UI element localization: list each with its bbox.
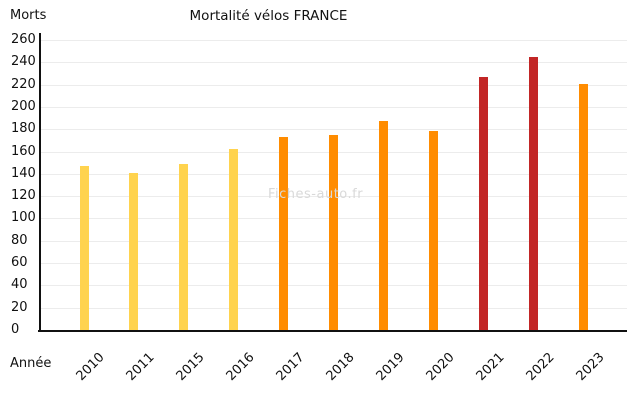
watermark: Fiches-auto.fr	[268, 187, 364, 202]
bar-2017	[279, 137, 289, 330]
x-axis-line	[38, 330, 627, 332]
ytick-label-240: 240	[11, 54, 36, 70]
gridline-260	[40, 40, 627, 41]
ytick-label-60: 60	[11, 255, 28, 271]
xtick-label-2018: 2018	[323, 350, 358, 385]
ytick-label-120: 120	[11, 188, 36, 204]
gridline-240	[40, 62, 627, 64]
xtick-label-2011: 2011	[123, 350, 158, 385]
gridline-180	[40, 129, 627, 131]
ytick-label-140: 140	[11, 165, 36, 181]
bar-2022	[529, 56, 539, 330]
bar-2011	[129, 172, 139, 330]
ytick-label-0: 0	[11, 322, 20, 337]
bar-2018	[329, 134, 339, 330]
ytick-label-260: 260	[11, 32, 36, 47]
ytick-label-80: 80	[11, 232, 28, 248]
ytick-label-40: 40	[11, 277, 28, 293]
ytick-label-100: 100	[11, 210, 36, 226]
x-axis-title: Année	[10, 356, 52, 371]
ytick-label-180: 180	[11, 121, 36, 137]
xtick-label-2021: 2021	[473, 350, 508, 385]
xtick-label-2010: 2010	[73, 350, 108, 385]
ytick-label-20: 20	[11, 299, 28, 315]
bar-2020	[429, 131, 439, 330]
ytick-label-200: 200	[11, 98, 36, 114]
xtick-label-2016: 2016	[223, 350, 258, 385]
xtick-label-2023: 2023	[573, 350, 608, 385]
ytick-label-160: 160	[11, 143, 36, 159]
gridline-220	[40, 84, 627, 86]
ytick-label-220: 220	[11, 76, 36, 92]
bar-2016	[229, 149, 239, 330]
xtick-label-2017: 2017	[273, 350, 308, 385]
bar-2015	[179, 163, 189, 330]
xtick-label-2022: 2022	[523, 350, 558, 385]
gridline-200	[40, 106, 627, 108]
bar-2010	[79, 166, 89, 330]
bar-2021	[479, 76, 489, 330]
y-axis-title: Morts	[10, 8, 47, 23]
xtick-label-2015: 2015	[173, 350, 208, 385]
xtick-label-2019: 2019	[373, 350, 408, 385]
chart-title: Mortalité vélos FRANCE	[189, 8, 348, 24]
bar-2019	[379, 121, 389, 330]
y-axis-line	[39, 33, 41, 331]
xtick-label-2020: 2020	[423, 350, 458, 385]
bar-2023	[579, 83, 588, 330]
